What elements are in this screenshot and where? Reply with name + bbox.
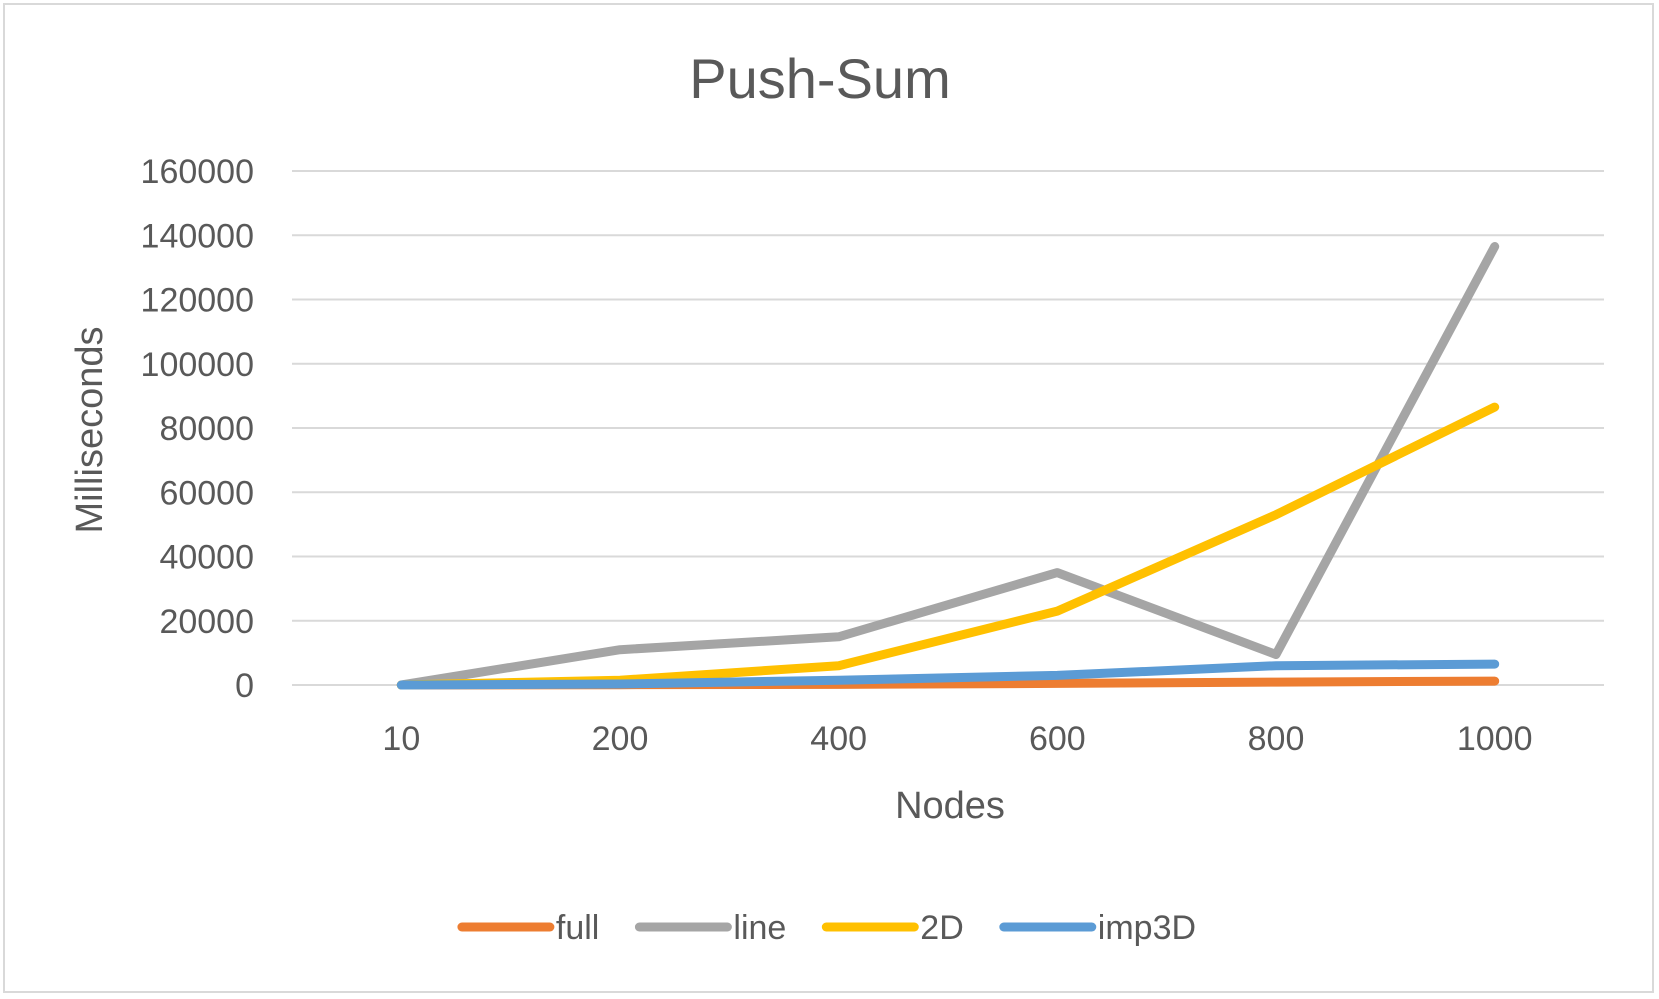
y-tick-label: 100000	[141, 346, 254, 384]
legend-label: 2D	[920, 909, 963, 947]
series-lines	[396, 242, 1500, 690]
legend-label: imp3D	[1098, 909, 1196, 947]
chart-title: Push-Sum	[689, 47, 950, 110]
y-tick-label: 20000	[159, 603, 254, 641]
legend-item: imp3D	[999, 909, 1196, 947]
legend-label: line	[733, 909, 786, 947]
x-axis-ticks: 10 200 400 600 800 1000	[382, 720, 1532, 758]
x-tick-label: 10	[382, 720, 420, 758]
x-tick-label: 1000	[1457, 720, 1533, 758]
y-tick-label: 0	[235, 667, 254, 705]
y-tick-label: 60000	[159, 474, 254, 512]
x-tick-label: 800	[1248, 720, 1305, 758]
y-tick-label: 120000	[141, 282, 254, 320]
legend-label: full	[556, 909, 599, 947]
x-tick-label: 400	[810, 720, 867, 758]
legend-item: full	[457, 909, 599, 947]
x-tick-label: 200	[592, 720, 649, 758]
y-tick-label: 40000	[159, 539, 254, 577]
legend-item: line	[634, 909, 786, 947]
y-tick-label: 80000	[159, 410, 254, 448]
legend-item: 2D	[821, 909, 964, 947]
x-axis-title: Nodes	[895, 785, 1005, 827]
series-line-line	[396, 242, 1500, 690]
legend: full line 2D imp3D	[457, 909, 1196, 947]
y-tick-label: 160000	[141, 153, 254, 191]
chart-frame	[3, 3, 1654, 993]
series-line-imp3d	[396, 659, 1500, 690]
x-tick-label: 600	[1029, 720, 1086, 758]
y-axis-ticks: 0 20000 40000 60000 80000 100000 120000 140000 1…	[141, 153, 254, 705]
y-tick-label: 140000	[141, 217, 254, 255]
y-axis-title: Milliseconds	[69, 327, 111, 534]
